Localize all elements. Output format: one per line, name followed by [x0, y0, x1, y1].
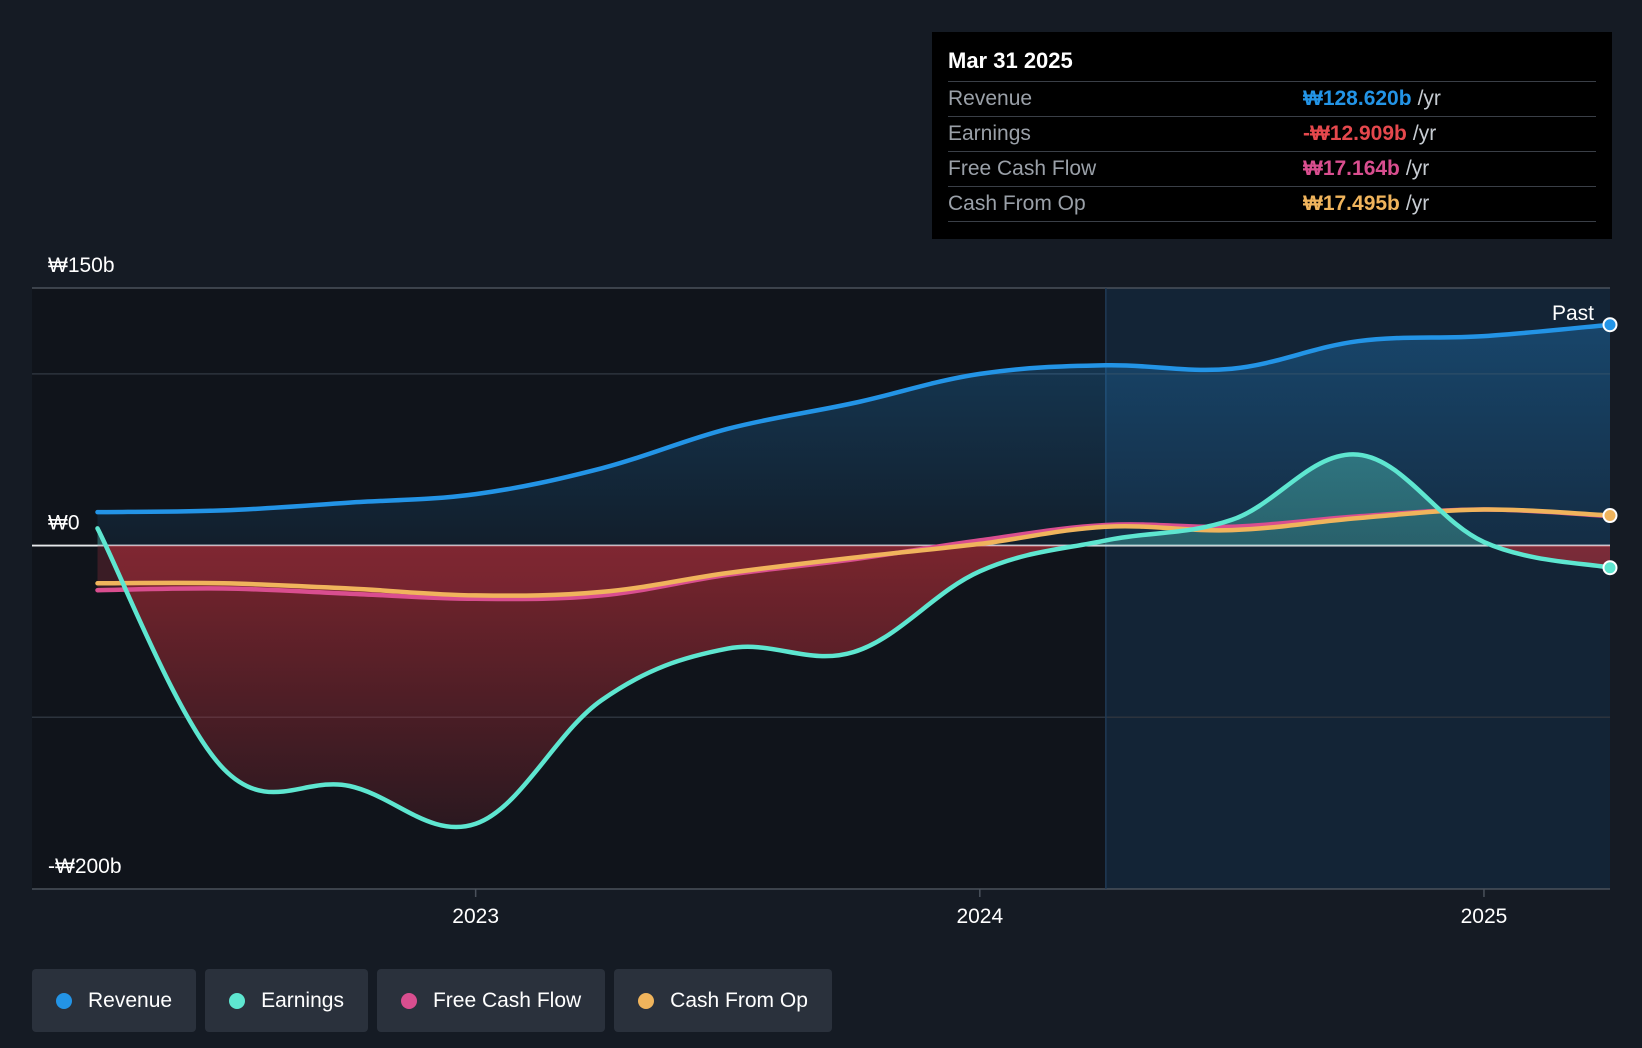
legend-label: Cash From Op: [670, 988, 808, 1012]
revenue-line: [95, 322, 1613, 515]
legend-item-cash-from-op[interactable]: Cash From Op: [614, 969, 832, 1032]
cash-from-op-end-point: [1602, 508, 1618, 524]
free-cash-flow-dot-icon: [400, 992, 417, 1009]
legend-label: Revenue: [88, 988, 173, 1012]
end-points: [1602, 317, 1618, 576]
legend-item-free-cash-flow[interactable]: Free Cash Flow: [376, 969, 606, 1032]
legend: Revenue Earnings Free Cash Flow Cash Fro…: [32, 969, 832, 1032]
tooltip-value: -₩12.909b: [1303, 122, 1407, 145]
tooltip: Mar 31 2025 Revenue ₩128.620b /yr Earnin…: [932, 32, 1612, 239]
x-tick-label: 2023: [452, 905, 499, 928]
axis-labels: ₩150b ₩0 -₩200b 2023 2024 2025 Past: [48, 254, 1594, 928]
tooltip-value: ₩17.495b: [1303, 192, 1400, 215]
x-tick-label: 2025: [1461, 905, 1508, 928]
tooltip-value: ₩128.620b: [1303, 87, 1412, 110]
earnings-dot-icon: [229, 992, 246, 1009]
earnings-positive-area: [97, 454, 1610, 546]
tooltip-unit: /yr: [1405, 157, 1430, 180]
y-tick-label-bottom: -₩200b: [48, 855, 122, 878]
revenue-area: [97, 324, 1610, 546]
revenue-end-point: [1602, 317, 1618, 333]
tooltip-value: ₩17.164b: [1303, 157, 1400, 180]
legend-label: Free Cash Flow: [432, 988, 582, 1012]
tooltip-unit: /yr: [1405, 192, 1430, 215]
earnings-negative-area: [105, 545, 1610, 828]
tooltip-unit: /yr: [1412, 122, 1437, 145]
legend-label: Earnings: [261, 988, 344, 1012]
tooltip-row-earnings: Earnings -₩12.909b /yr: [948, 117, 1596, 152]
earnings-line: [95, 452, 1613, 830]
past-label: Past: [1552, 302, 1594, 325]
tooltip-row-free-cash-flow: Free Cash Flow ₩17.164b /yr: [948, 152, 1596, 187]
tooltip-label: Free Cash Flow: [948, 157, 1097, 180]
tooltip-row-revenue: Revenue ₩128.620b /yr: [948, 82, 1596, 117]
cash-from-op-line: [95, 507, 1613, 598]
tooltip-unit: /yr: [1417, 87, 1441, 110]
tooltip-date: Mar 31 2025: [948, 46, 1596, 82]
legend-item-revenue[interactable]: Revenue: [32, 969, 197, 1032]
revenue-dot-icon: [56, 992, 72, 1009]
series-lines: [95, 322, 1613, 830]
tooltip-row-cash-from-op: Cash From Op ₩17.495b /yr: [948, 187, 1596, 222]
legend-item-earnings[interactable]: Earnings: [205, 969, 368, 1032]
cash-from-op-dot-icon: [638, 992, 655, 1009]
tooltip-label: Earnings: [948, 122, 1031, 145]
earnings-end-point: [1602, 560, 1618, 576]
y-tick-label-zero: ₩0: [48, 512, 80, 535]
tooltip-label: Revenue: [948, 87, 1033, 110]
x-tick-label: 2024: [956, 905, 1003, 928]
y-tick-label-top: ₩150b: [48, 254, 115, 277]
tooltip-label: Cash From Op: [948, 192, 1086, 215]
